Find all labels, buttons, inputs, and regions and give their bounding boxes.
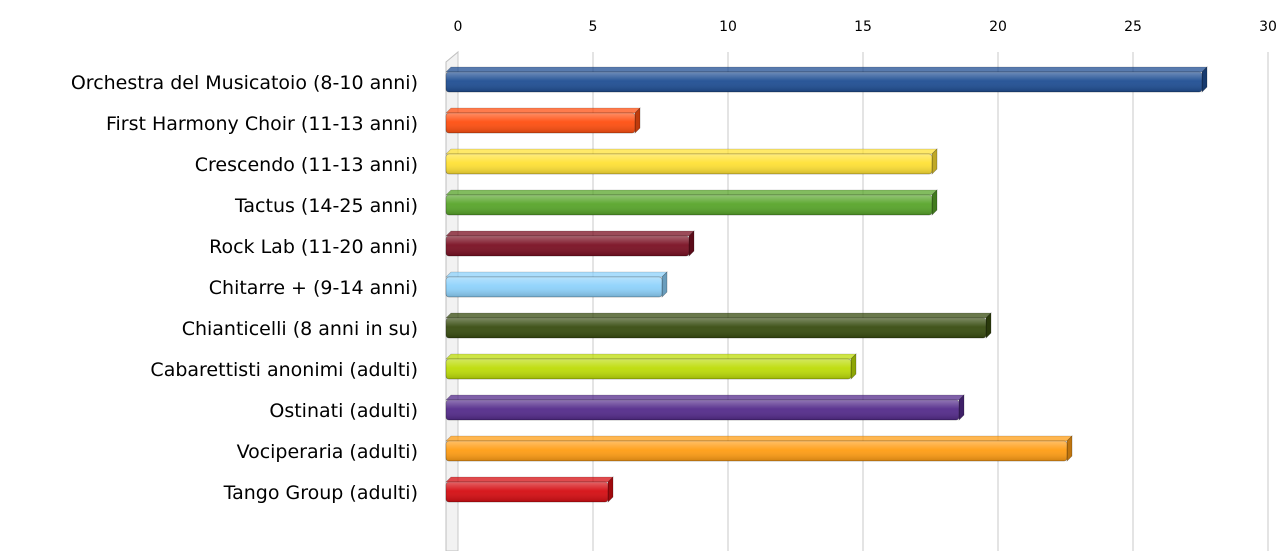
bar-top-face (445, 148, 938, 155)
x-axis-tick-labels: 0 5 10 15 20 25 30 (454, 19, 1277, 35)
bar-highlight (446, 277, 662, 297)
bar-top-face (445, 312, 992, 319)
bar-highlight (446, 113, 635, 133)
bar-end-shade (689, 231, 694, 256)
category-label: Tactus (14-25 anni) (234, 195, 418, 217)
bar-end-shade (1067, 436, 1072, 461)
category-label: Orchestra del Musicatoio (8-10 anni) (71, 72, 418, 94)
bar-highlight (446, 236, 689, 256)
category-labels: Orchestra del Musicatoio (8-10 anni) Firs… (71, 72, 418, 504)
bar-top-face (445, 435, 1073, 442)
bar-end-shade (662, 272, 667, 297)
bar (445, 435, 1073, 462)
bar-top-face (445, 271, 668, 278)
bar-top-face (445, 476, 614, 483)
bar-highlight (446, 359, 851, 379)
bar-end-shade (932, 190, 937, 215)
bar-end-shade (959, 395, 964, 420)
x-tick-label: 15 (854, 19, 872, 35)
bar (445, 230, 695, 257)
category-label: Rock Lab (11-20 anni) (209, 236, 418, 258)
bar-highlight (446, 400, 959, 420)
bar-top-face (445, 230, 695, 237)
x-tick-label: 20 (989, 19, 1007, 35)
bar (445, 312, 992, 339)
x-tick-label: 25 (1124, 19, 1142, 35)
bar-highlight (446, 482, 608, 502)
bar (445, 66, 1208, 93)
category-label: Chianticelli (8 anni in su) (182, 318, 418, 340)
bar-end-shade (851, 354, 856, 379)
bar-top-face (445, 189, 938, 196)
bar-highlight (446, 318, 986, 338)
bar-highlight (446, 154, 932, 174)
bar-highlight (446, 195, 932, 215)
bar-end-shade (1202, 67, 1207, 92)
x-tick-label: 30 (1259, 19, 1277, 35)
bar-highlight (446, 441, 1067, 461)
bar-end-shade (986, 313, 991, 338)
bar (445, 148, 938, 175)
bar-top-face (445, 107, 641, 114)
bar (445, 394, 965, 421)
category-label: Chitarre + (9-14 anni) (209, 277, 418, 299)
bar-end-shade (608, 477, 613, 502)
x-tick-label: 5 (589, 19, 598, 35)
bar (445, 476, 614, 503)
bar-top-face (445, 353, 857, 360)
bar-end-shade (932, 149, 937, 174)
bar-top-face (445, 66, 1208, 73)
bar (445, 271, 668, 298)
bar-top-face (445, 394, 965, 401)
category-label: First Harmony Choir (11-13 anni) (106, 113, 418, 135)
bar (445, 189, 938, 216)
category-label: Vociperaria (adulti) (237, 441, 418, 463)
bar (445, 107, 641, 134)
bar-end-shade (635, 108, 640, 133)
x-tick-label: 10 (719, 19, 737, 35)
category-label: Ostinati (adulti) (269, 400, 418, 422)
bar (445, 353, 857, 380)
bar-highlight (446, 72, 1202, 92)
category-label: Crescendo (11-13 anni) (195, 154, 418, 176)
bars (445, 66, 1208, 503)
gridlines (457, 52, 1269, 551)
category-label: Cabarettisti anonimi (adulti) (150, 359, 418, 381)
x-tick-label: 0 (454, 19, 463, 35)
category-label: Tango Group (adulti) (223, 482, 418, 504)
